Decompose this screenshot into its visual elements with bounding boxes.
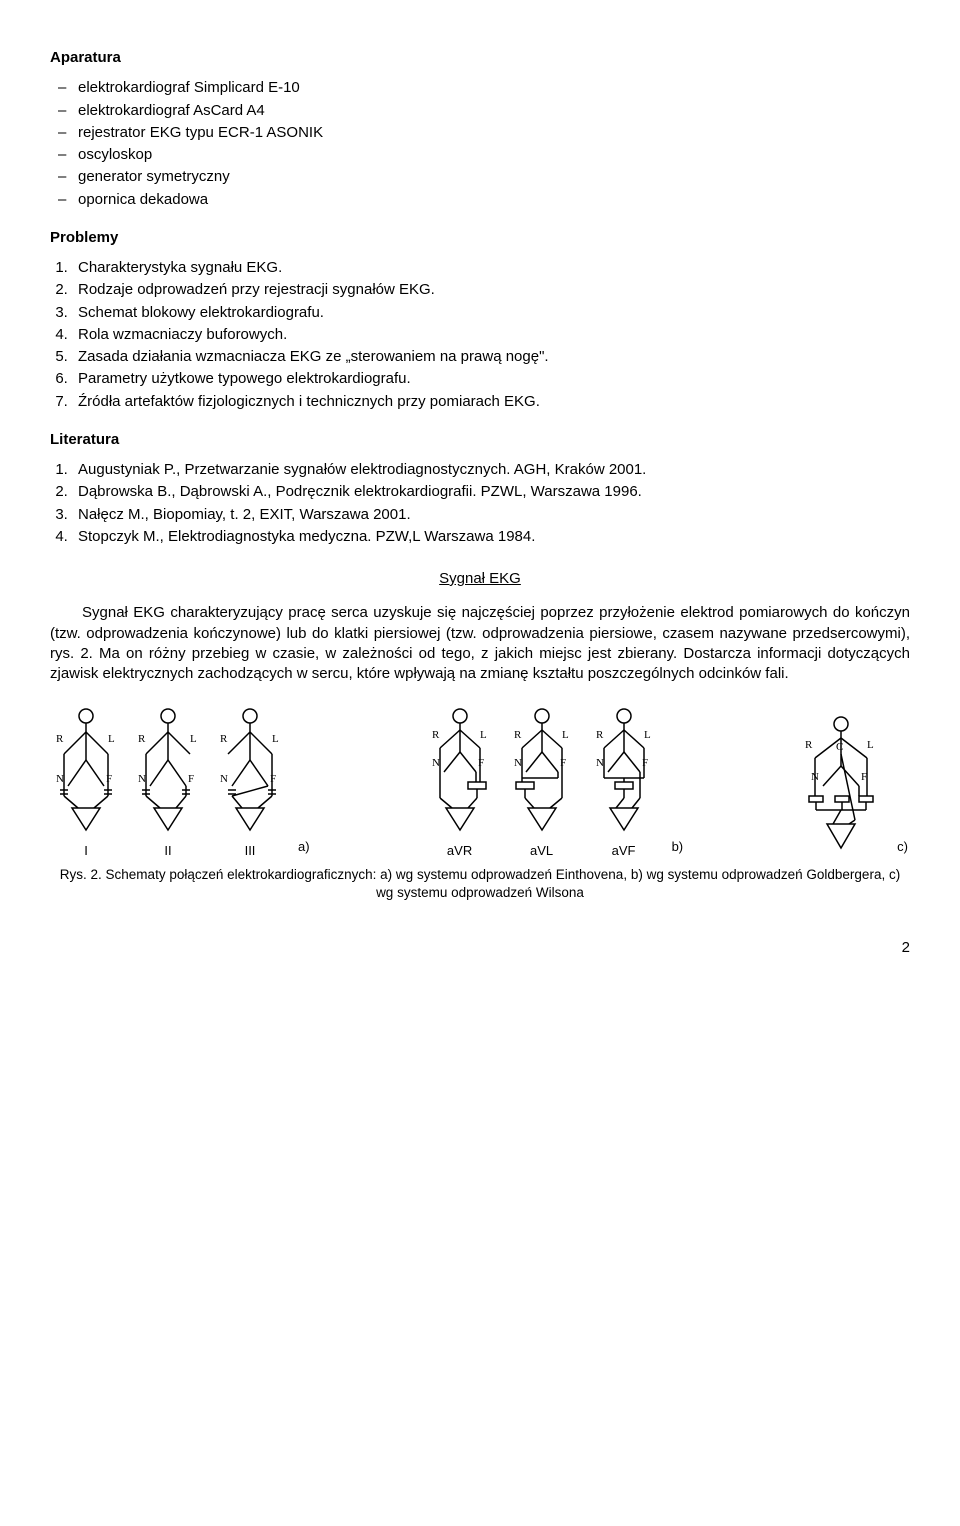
einthoven-icon: R L N F (214, 708, 286, 838)
svg-text:N: N (56, 773, 64, 785)
list-item: Źródła artefaktów fizjologicznych i tech… (72, 392, 910, 412)
list-item: Dąbrowska B., Dąbrowski A., Podręcznik e… (72, 482, 910, 502)
svg-text:F: F (270, 773, 276, 785)
list-item: Parametry użytkowe typowego elektrokardi… (72, 369, 910, 389)
section-title-sygnal: Sygnał EKG (50, 569, 910, 589)
list-item: Charakterystyka sygnału EKG. (72, 258, 910, 278)
svg-text:C: C (836, 741, 843, 753)
figure-unit: R L N F aVR (424, 708, 496, 860)
paragraph-sygnal: Sygnał EKG charakteryzujący pracę serca … (50, 603, 910, 684)
svg-text:F: F (188, 773, 194, 785)
figure-caption: Rys. 2. Schematy połączeń elektrokardiog… (50, 866, 910, 902)
figure-paren-b: b) (672, 838, 684, 856)
einthoven-icon: R L N F (132, 708, 204, 838)
figure-unit: R L N F (50, 708, 122, 860)
figure-group-a: R L N F (50, 708, 312, 860)
list-item: Zasada działania wzmacniacza EKG ze „ste… (72, 347, 910, 367)
page-number: 2 (50, 938, 910, 958)
problemy-list: Charakterystyka sygnału EKG. Rodzaje odp… (50, 258, 910, 412)
figure-group-c: R C L N F (797, 716, 910, 860)
list-item: rejestrator EKG typu ECR-1 ASONIK (78, 123, 910, 143)
figure-label: I (84, 842, 88, 860)
svg-text:R: R (805, 739, 813, 751)
svg-text:N: N (596, 757, 604, 769)
list-item: Stopczyk M., Elektrodiagnostyka medyczna… (72, 527, 910, 547)
svg-text:L: L (867, 739, 874, 751)
svg-text:R: R (432, 729, 440, 741)
svg-text:F: F (560, 757, 566, 769)
list-item: Schemat blokowy elektrokardiografu. (72, 303, 910, 323)
figure-paren-a: a) (298, 838, 310, 856)
list-item: elektrokardiograf Simplicard E-10 (78, 78, 910, 98)
goldberger-icon: R L N F (424, 708, 496, 838)
figure-unit: R L N F III (214, 708, 286, 860)
svg-text:N: N (220, 773, 228, 785)
figure-label: aVR (447, 842, 472, 860)
svg-text:R: R (596, 729, 604, 741)
list-item: Augustyniak P., Przetwarzanie sygnałów e… (72, 460, 910, 480)
aparatura-list: elektrokardiograf Simplicard E-10 elektr… (50, 78, 910, 210)
figure-row: R L N F (50, 708, 910, 860)
einthoven-icon: R L N F (50, 708, 122, 838)
figure-unit: R L N F II (132, 708, 204, 860)
svg-text:R: R (220, 733, 228, 745)
heading-literatura: Literatura (50, 430, 910, 450)
figure-unit: R L N F aVL (506, 708, 578, 860)
svg-text:F: F (861, 771, 867, 783)
svg-text:F: F (106, 773, 112, 785)
heading-problemy: Problemy (50, 228, 910, 248)
svg-text:L: L (480, 729, 487, 741)
svg-text:N: N (514, 757, 522, 769)
figure-group-b: R L N F aVR (424, 708, 686, 860)
figure-label: III (245, 842, 256, 860)
list-item: Nałęcz M., Biopomiay, t. 2, EXIT, Warsza… (72, 505, 910, 525)
heading-aparatura: Aparatura (50, 48, 910, 68)
svg-text:L: L (644, 729, 651, 741)
list-item: generator symetryczny (78, 167, 910, 187)
figure-paren-c: c) (897, 838, 908, 856)
literatura-list: Augustyniak P., Przetwarzanie sygnałów e… (50, 460, 910, 547)
svg-text:L: L (562, 729, 569, 741)
figure-label: aVF (612, 842, 636, 860)
figure-label: II (164, 842, 171, 860)
svg-text:F: F (478, 757, 484, 769)
svg-text:L: L (190, 733, 197, 745)
svg-text:R: R (514, 729, 522, 741)
figure-unit: R L N F (588, 708, 660, 860)
svg-text:N: N (432, 757, 440, 769)
list-item: elektrokardiograf AsCard A4 (78, 101, 910, 121)
goldberger-icon: R L N F (588, 708, 660, 838)
list-item: Rodzaje odprowadzeń przy rejestracji syg… (72, 280, 910, 300)
list-item: oscyloskop (78, 145, 910, 165)
goldberger-icon: R L N F (506, 708, 578, 838)
svg-text:L: L (108, 733, 115, 745)
svg-text:R: R (138, 733, 146, 745)
figure-label: aVL (530, 842, 553, 860)
svg-text:L: L (272, 733, 279, 745)
figure-unit: R C L N F (797, 716, 885, 860)
wilson-icon: R C L N F (797, 716, 885, 856)
svg-text:R: R (56, 733, 64, 745)
list-item: opornica dekadowa (78, 190, 910, 210)
svg-text:F: F (642, 757, 648, 769)
list-item: Rola wzmacniaczy buforowych. (72, 325, 910, 345)
svg-text:N: N (138, 773, 146, 785)
